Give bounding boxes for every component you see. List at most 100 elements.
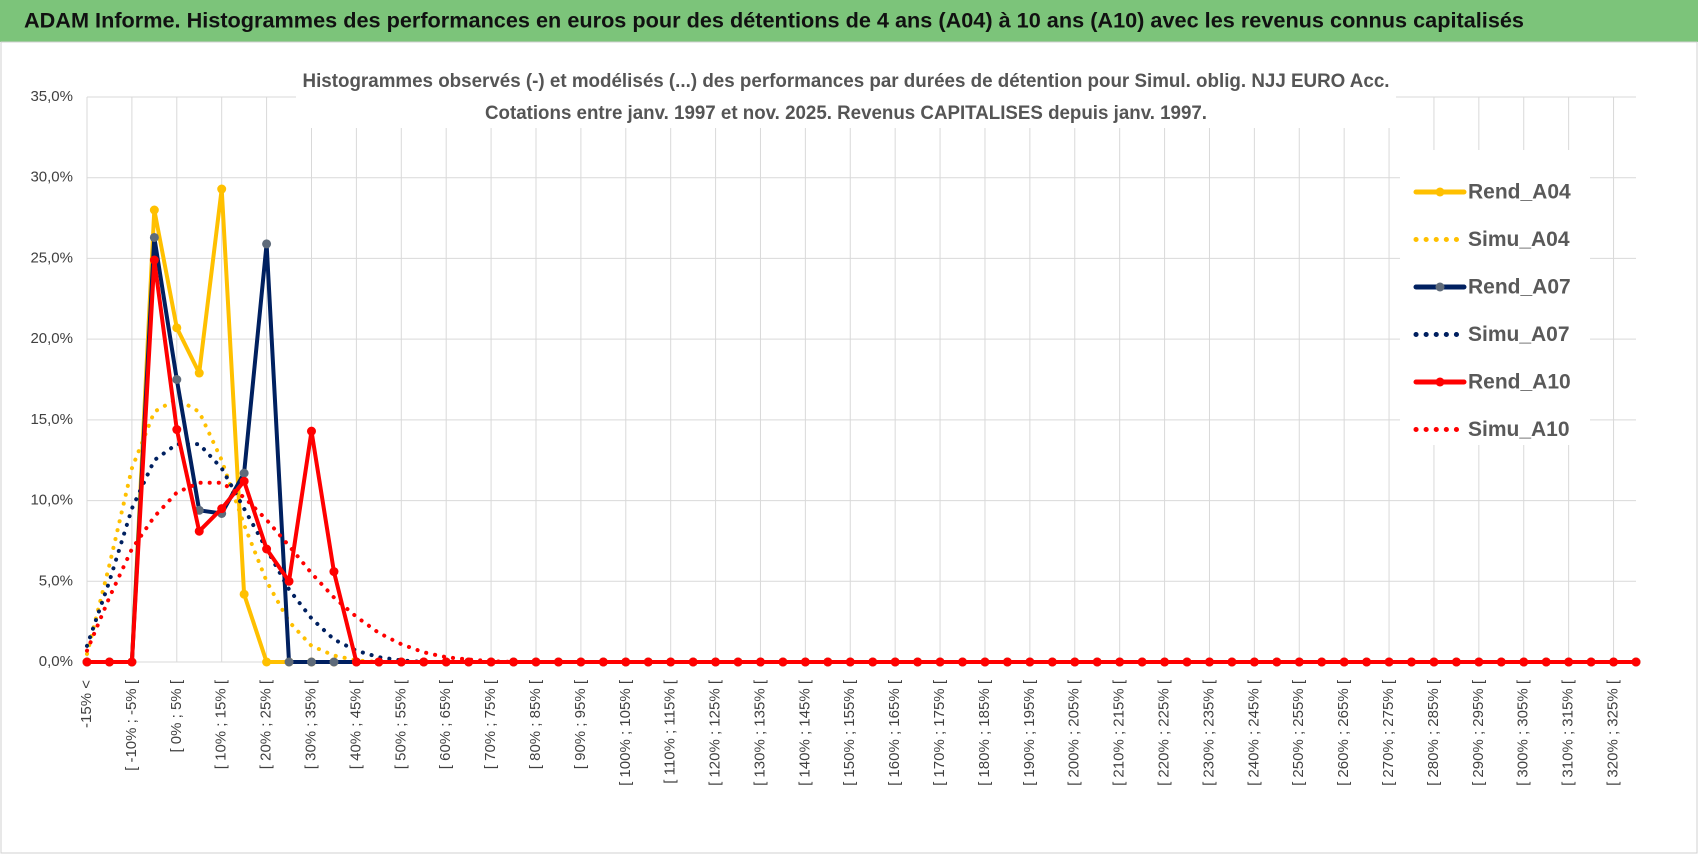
data-point: [306, 426, 316, 436]
series-line: [85, 480, 1638, 664]
data-point: [284, 657, 294, 667]
x-tick-label: [ 60% ; 65% [: [437, 679, 454, 769]
x-tick-label: [ 170% ; 175% [: [931, 679, 948, 786]
x-tick-label: [ 110% ; 115% [: [662, 679, 679, 784]
y-tick-label: 25,0%: [30, 249, 73, 266]
legend-label: Simu_A07: [1468, 323, 1570, 346]
x-tick-label: [ 290% ; 295% [: [1470, 679, 1487, 786]
data-point: [104, 657, 114, 667]
data-point: [172, 425, 182, 435]
data-point: [82, 657, 92, 667]
data-point: [239, 589, 249, 599]
legend-label: Rend_A10: [1468, 371, 1571, 394]
x-tick-label: [ -10% ; -5% [: [123, 679, 140, 771]
x-tick-label: [ 90% ; 95% [: [572, 679, 589, 769]
data-point: [149, 232, 159, 242]
data-point: [890, 657, 900, 667]
data-point: [441, 657, 451, 667]
x-tick-label: [ 310% ; 315% [: [1560, 679, 1577, 786]
y-tick-label: 20,0%: [30, 330, 73, 347]
data-point: [1227, 657, 1237, 667]
data-point: [1272, 657, 1282, 667]
x-tick-label: [ 100% ; 105% [: [617, 679, 634, 786]
data-point: [194, 368, 204, 378]
data-point: [800, 657, 810, 667]
data-point: [262, 544, 272, 554]
x-tick-label: [ 50% ; 55% [: [392, 679, 409, 769]
x-tick-label: [ 240% ; 245% [: [1245, 679, 1262, 786]
data-point: [643, 657, 653, 667]
x-tick-label: [ 120% ; 125% [: [707, 679, 724, 786]
x-tick-label: [ 130% ; 135% [: [751, 679, 768, 786]
x-tick-label: [ 300% ; 305% [: [1515, 679, 1532, 786]
data-point: [172, 323, 182, 333]
chart-subtitle: Histogrammes observés (-) et modélisés (…: [303, 71, 1390, 92]
data-point: [149, 255, 159, 265]
x-tick-label: [ 0% ; 5% [: [168, 679, 185, 752]
legend-marker: [1435, 377, 1445, 387]
x-tick-label: [ 140% ; 145% [: [796, 679, 813, 786]
legend-label: Simu_A10: [1468, 418, 1570, 441]
data-point: [509, 657, 519, 667]
x-tick-label: [ 250% ; 255% [: [1290, 679, 1307, 786]
data-point: [1609, 657, 1619, 667]
y-tick-label: 15,0%: [30, 411, 73, 428]
data-point: [419, 657, 429, 667]
legend-label: Simu_A04: [1468, 228, 1570, 251]
x-tick-label: [ 30% ; 35% [: [302, 679, 319, 769]
data-point: [262, 239, 272, 249]
chart-frame: [0, 41, 1698, 854]
x-tick-label: [ 220% ; 225% [: [1156, 679, 1173, 786]
y-tick-label: 0,0%: [39, 653, 73, 670]
x-tick-label: [ 200% ; 205% [: [1066, 679, 1083, 786]
y-tick-label: 10,0%: [30, 492, 73, 509]
data-point: [733, 657, 743, 667]
x-tick-label: [ 80% ; 85% [: [527, 679, 544, 769]
data-point: [217, 504, 227, 514]
data-point: [127, 657, 137, 667]
data-point: [1362, 657, 1372, 667]
header-bar: [0, 0, 1698, 42]
data-point: [329, 657, 339, 667]
data-point: [1519, 657, 1529, 667]
x-tick-label: [ 270% ; 275% [: [1380, 679, 1397, 786]
x-tick-label: [ 230% ; 235% [: [1200, 679, 1217, 786]
legend-marker: [1435, 282, 1445, 292]
data-point: [1564, 657, 1574, 667]
x-tick-label: [ 150% ; 155% [: [841, 679, 858, 786]
x-tick-label: [ 260% ; 265% [: [1335, 679, 1352, 786]
data-point: [553, 657, 563, 667]
data-point: [1474, 657, 1484, 667]
chart-subtitle: Cotations entre janv. 1997 et nov. 2025.…: [485, 103, 1207, 124]
data-point: [1407, 657, 1417, 667]
data-point: [778, 657, 788, 667]
x-tick-label: [ 160% ; 165% [: [886, 679, 903, 786]
data-point: [329, 567, 339, 577]
data-point: [598, 657, 608, 667]
data-point: [688, 657, 698, 667]
x-tick-label: [ 180% ; 185% [: [976, 679, 993, 786]
data-point: [149, 205, 159, 215]
data-point: [217, 184, 227, 194]
data-point: [1025, 657, 1035, 667]
legend-label: Rend_A07: [1468, 276, 1571, 299]
data-point: [1137, 657, 1147, 667]
y-tick-label: 30,0%: [30, 169, 73, 186]
x-tick-label: [ 210% ; 215% [: [1111, 679, 1128, 786]
x-tick-label: [ 320% ; 325% [: [1605, 679, 1622, 786]
legend-bg: [1400, 150, 1590, 445]
data-point: [1070, 657, 1080, 667]
data-point: [284, 576, 294, 586]
x-tick-label: [ 280% ; 285% [: [1425, 679, 1442, 786]
x-tick-label: [ 20% ; 25% [: [258, 679, 275, 769]
legend-label: Rend_A04: [1468, 181, 1571, 204]
data-point: [239, 468, 249, 478]
y-tick-label: 5,0%: [39, 572, 73, 589]
data-point: [262, 657, 272, 667]
data-point: [374, 657, 384, 667]
data-point: [239, 476, 249, 486]
data-point: [1182, 657, 1192, 667]
data-point: [351, 657, 361, 667]
legend-marker: [1435, 187, 1445, 197]
